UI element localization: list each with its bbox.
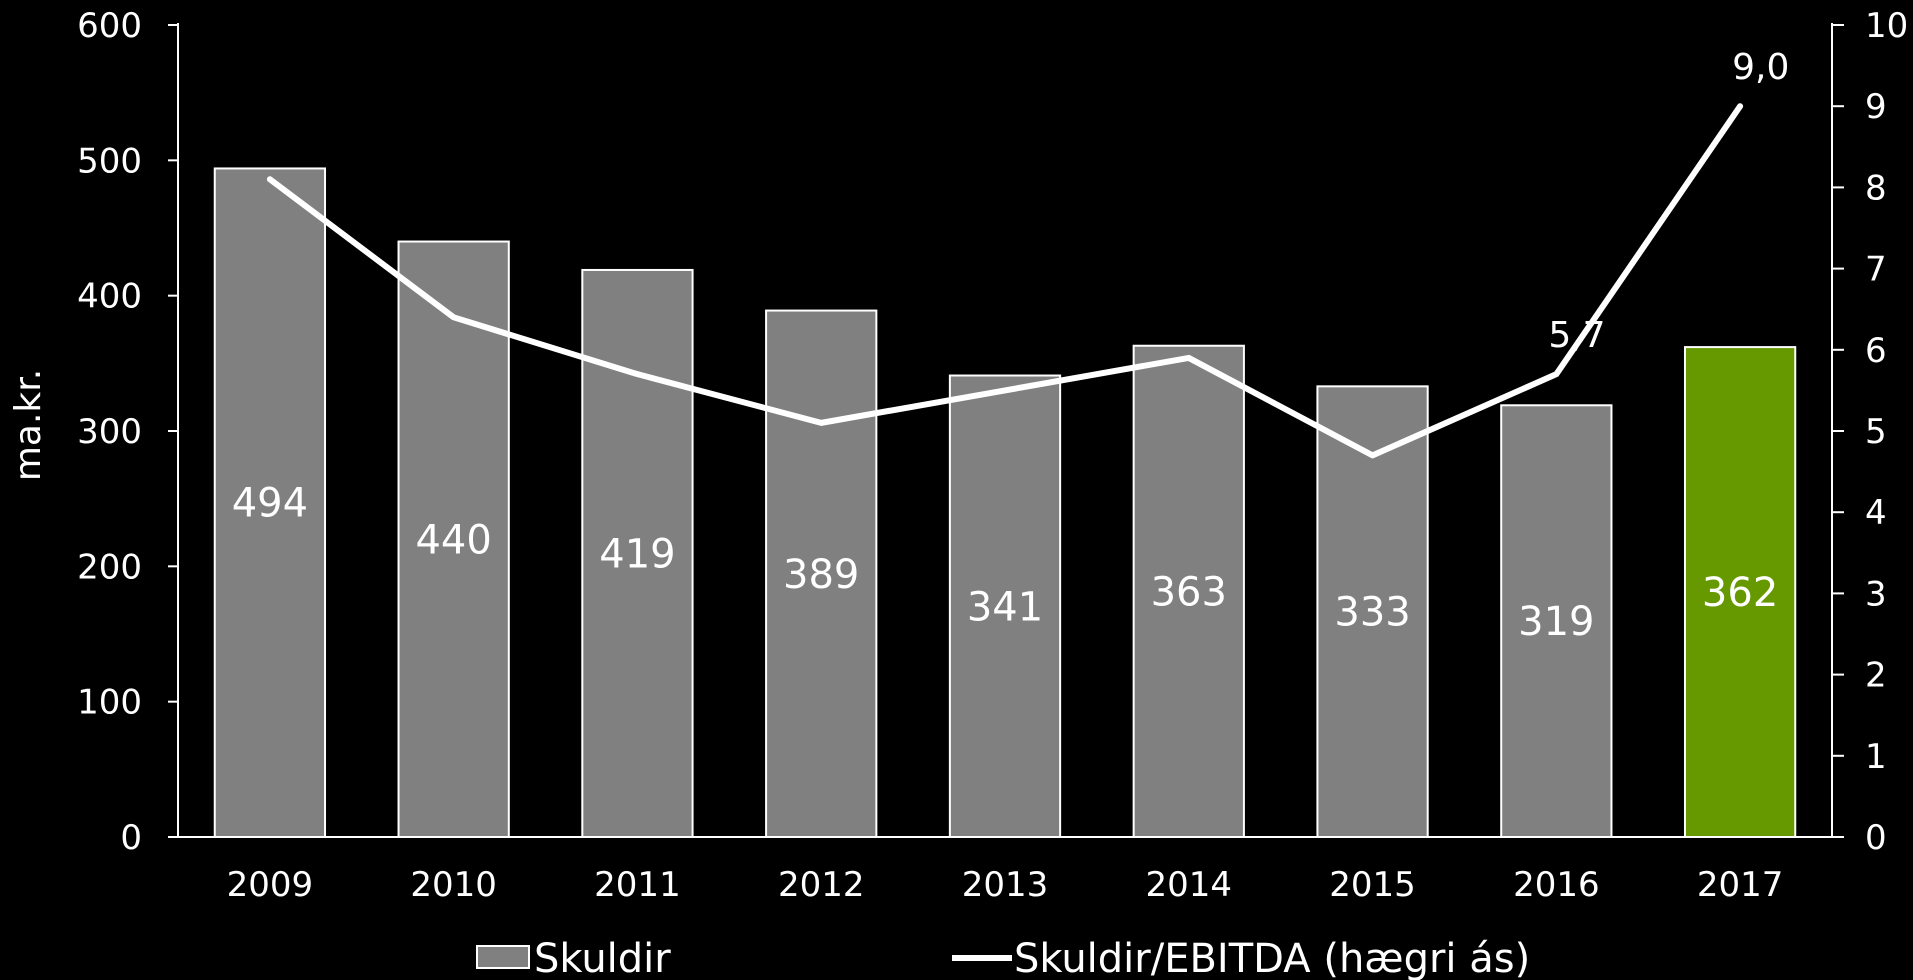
line-label-2016: 5,7 [1548, 315, 1605, 356]
line-point-2011 [636, 373, 639, 376]
y-axis-title: ma.kr. [8, 369, 49, 481]
legend-swatch-bar [477, 946, 529, 968]
bar-label-2017: 362 [1702, 570, 1778, 616]
line-label-2017: 9,0 [1732, 47, 1789, 88]
bar-label-2013: 341 [967, 584, 1043, 630]
y2-tick-label-4: 4 [1865, 493, 1887, 533]
x-tick-label-2009: 2009 [227, 865, 314, 905]
y-tick-label-400: 400 [77, 277, 142, 317]
y2-tick-label-9: 9 [1865, 87, 1887, 127]
bar-label-2009: 494 [232, 481, 308, 527]
y2-tick-label-8: 8 [1865, 168, 1887, 208]
legend-label-bar: Skuldir [534, 936, 671, 980]
y-tick-label-0: 0 [120, 818, 142, 858]
y2-tick-label-3: 3 [1865, 574, 1887, 614]
y2-tick-label-1: 1 [1865, 737, 1887, 777]
x-tick-label-2015: 2015 [1329, 865, 1416, 905]
x-tick-label-2011: 2011 [594, 865, 681, 905]
line-point-2016 [1555, 373, 1558, 376]
bar-label-2011: 419 [599, 531, 675, 577]
y2-tick-label-7: 7 [1865, 250, 1887, 290]
y2-tick-label-5: 5 [1865, 412, 1887, 452]
y2-tick-label-6: 6 [1865, 331, 1887, 371]
line-point-2013 [1004, 389, 1007, 392]
bar-label-2016: 319 [1518, 599, 1594, 645]
y-tick-label-300: 300 [77, 412, 142, 452]
line-point-2014 [1187, 356, 1190, 359]
y-tick-label-200: 200 [77, 547, 142, 587]
bar-label-2014: 363 [1151, 569, 1227, 615]
bar-label-2015: 333 [1334, 590, 1410, 636]
y2-tick-label-2: 2 [1865, 656, 1887, 696]
x-tick-label-2017: 2017 [1697, 865, 1784, 905]
line-point-2010 [452, 316, 455, 319]
x-tick-label-2012: 2012 [778, 865, 865, 905]
x-tick-label-2013: 2013 [962, 865, 1049, 905]
x-tick-label-2014: 2014 [1146, 865, 1233, 905]
line-point-2017 [1739, 105, 1742, 108]
y-tick-label-600: 600 [77, 6, 142, 46]
y2-tick-label-0: 0 [1865, 818, 1887, 858]
x-tick-label-2010: 2010 [410, 865, 497, 905]
line-point-2012 [820, 421, 823, 424]
legend: Skuldir Skuldir/EBITDA (hægri ás) [477, 936, 1530, 980]
y-tick-label-100: 100 [77, 683, 142, 723]
bars-group [215, 168, 1795, 837]
line-point-2009 [268, 178, 271, 181]
y2-tick-label-10: 10 [1865, 6, 1908, 46]
y-tick-label-500: 500 [77, 141, 142, 181]
bar-label-2012: 389 [783, 552, 859, 598]
legend-label-line: Skuldir/EBITDA (hægri ás) [1014, 936, 1530, 980]
line-point-2015 [1371, 454, 1374, 457]
bar-label-2010: 440 [415, 517, 491, 563]
x-tick-label-2016: 2016 [1513, 865, 1600, 905]
